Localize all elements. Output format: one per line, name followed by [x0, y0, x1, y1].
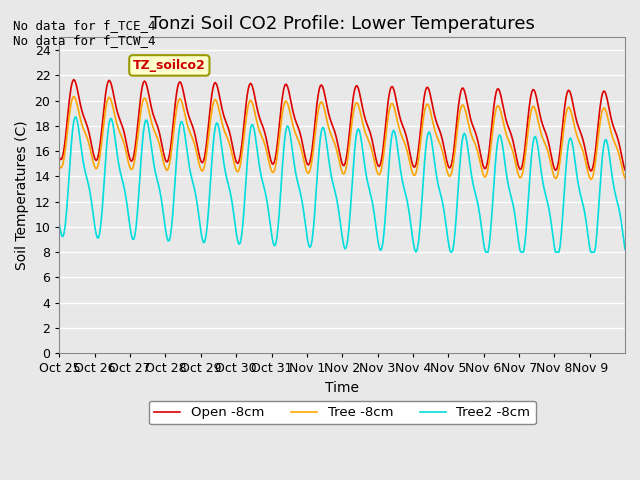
Open -8cm: [373, 160, 381, 166]
Tree -8cm: [621, 176, 629, 181]
Tree2 -8cm: [373, 232, 381, 238]
Open -8cm: [570, 108, 578, 113]
Tree -8cm: [56, 164, 63, 169]
Open -8cm: [70, 77, 77, 83]
Text: TZ_soilco2: TZ_soilco2: [133, 59, 205, 72]
Open -8cm: [401, 127, 408, 132]
Tree2 -8cm: [295, 185, 303, 191]
Tree -8cm: [70, 94, 77, 99]
Open -8cm: [295, 127, 303, 133]
Open -8cm: [233, 160, 241, 166]
Tree2 -8cm: [401, 186, 408, 192]
Tree2 -8cm: [56, 222, 63, 228]
Tree -8cm: [587, 177, 595, 182]
Open -8cm: [56, 155, 63, 161]
Tree2 -8cm: [474, 199, 481, 205]
Tree2 -8cm: [72, 114, 80, 120]
Tree -8cm: [295, 139, 303, 145]
Tree2 -8cm: [572, 162, 579, 168]
Title: Tonzi Soil CO2 Profile: Lower Temperatures: Tonzi Soil CO2 Profile: Lower Temperatur…: [150, 15, 534, 33]
Tree2 -8cm: [233, 232, 241, 238]
Tree -8cm: [401, 139, 408, 145]
Open -8cm: [621, 167, 629, 173]
X-axis label: Time: Time: [325, 381, 359, 395]
Legend: Open -8cm, Tree -8cm, Tree2 -8cm: Open -8cm, Tree -8cm, Tree2 -8cm: [148, 401, 536, 424]
Open -8cm: [472, 132, 480, 138]
Tree -8cm: [570, 122, 578, 128]
Y-axis label: Soil Temperatures (C): Soil Temperatures (C): [15, 120, 29, 270]
Tree -8cm: [472, 144, 480, 150]
Tree -8cm: [373, 169, 381, 175]
Tree -8cm: [233, 168, 241, 174]
Text: No data for f_TCE_4
No data for f_TCW_4: No data for f_TCE_4 No data for f_TCW_4: [13, 19, 156, 47]
Line: Tree -8cm: Tree -8cm: [60, 96, 625, 180]
Open -8cm: [587, 168, 595, 174]
Line: Tree2 -8cm: Tree2 -8cm: [60, 117, 625, 252]
Tree2 -8cm: [621, 246, 629, 252]
Tree2 -8cm: [447, 249, 455, 255]
Line: Open -8cm: Open -8cm: [60, 80, 625, 171]
